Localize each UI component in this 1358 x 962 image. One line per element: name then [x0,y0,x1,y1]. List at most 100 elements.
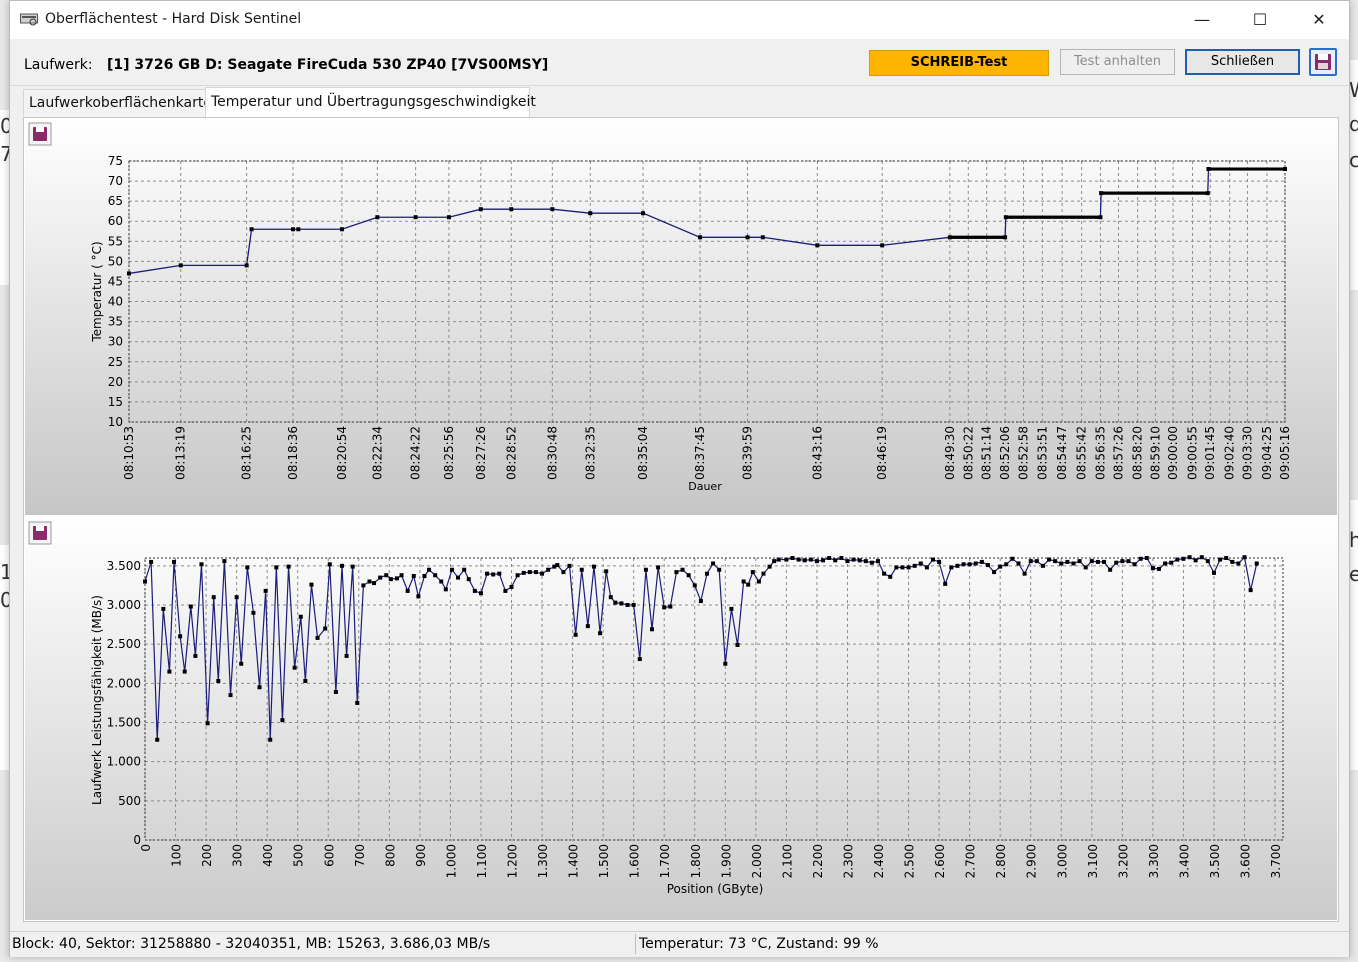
y-tick-label: 30 [108,335,123,349]
temperature-point [641,211,646,216]
speed-point [143,579,147,584]
minimize-button[interactable]: — [1194,10,1210,29]
speed-point [906,565,911,570]
speed-point [1120,559,1125,564]
speed-point [193,653,198,658]
speed-point [619,601,624,606]
speed-point [1254,561,1259,566]
temperature-point [880,243,885,248]
speed-point [567,563,572,568]
floppy-disk-icon [28,122,52,146]
speed-point [292,665,297,670]
y-tick-label: 25 [108,355,123,369]
speed-point [161,606,166,611]
x-tick-label: 08:35:04 [636,426,650,480]
speed-point [1047,557,1052,562]
speed-point [1218,557,1223,562]
save-temperature-chart-button[interactable] [28,122,52,146]
speed-point [761,571,766,576]
y-tick-label: 1.500 [107,716,141,730]
speed-point [1150,566,1155,571]
speed-point [384,573,389,578]
speed-point [882,571,887,576]
x-tick-label: 1.700 [658,844,672,878]
x-tick-label: 08:52:58 [1017,426,1031,480]
tab-temperature-speed[interactable]: Temperatur und Übertragungsgeschwindigke… [205,87,536,117]
speed-point [234,595,239,600]
x-tick-label: 1.300 [536,844,550,878]
x-tick-label: 08:53:51 [1035,426,1049,480]
speed-point [222,559,227,564]
surface-test-window: Oberflächentest - Hard Disk Sentinel — ☐… [9,0,1350,957]
x-tick-label: 100 [170,844,184,867]
speed-point [533,570,538,575]
x-tick-label: 2.700 [964,844,978,878]
speed-point [478,591,483,596]
speed-point [869,560,874,565]
hard-disk-icon [20,13,38,26]
x-tick-label: 3.200 [1116,844,1130,878]
speed-point [1181,556,1186,561]
speed-point [449,567,454,572]
speed-point [839,556,844,560]
speed-point [625,603,630,607]
speed-point [613,600,618,605]
speed-point [717,567,722,572]
temperature-point [815,243,820,248]
speed-point [649,627,654,632]
speed-point [598,631,603,636]
speed-point [1083,565,1088,570]
x-tick-label: 3.600 [1239,844,1253,878]
speed-point [378,575,383,580]
y-tick-label: 500 [118,794,141,808]
x-tick-label: 2.800 [994,844,1008,878]
speed-point [1071,561,1076,566]
speed-point [309,582,314,587]
x-tick-label: 2.300 [841,844,855,878]
y-tick-label: 75 [108,154,123,168]
y-tick-label: 20 [108,375,123,389]
x-tick-label: 08:52:06 [998,426,1012,480]
temperature-point [588,211,593,216]
close-button[interactable]: Schließen [1185,49,1300,75]
x-tick-label: 08:16:25 [240,426,254,480]
speed-point [422,574,427,579]
x-tick-label: 2.200 [811,844,825,878]
speed-point [394,576,399,581]
stop-test-button[interactable]: Test anhalten [1060,49,1175,75]
speed-point [1211,570,1216,575]
x-tick-label: 1.400 [567,844,581,878]
speed-point [604,569,609,574]
temperature-point [296,227,301,232]
speed-point [399,573,404,578]
temperature-point [446,215,451,220]
speed-point [735,642,740,647]
close-window-button[interactable]: ✕ [1312,10,1326,29]
speed-point [327,562,332,567]
maximize-button[interactable]: ☐ [1252,10,1268,29]
tab-surface-map[interactable]: Laufwerkoberflächenkarte [23,89,214,116]
x-tick-label: 2.500 [903,844,917,878]
speed-point [894,565,899,570]
speed-point [729,606,734,611]
speed-point [274,565,279,570]
x-tick-label: 1.800 [689,844,703,878]
x-tick-label: 1.000 [444,844,458,878]
speed-point [149,559,154,564]
x-tick-label: 08:59:10 [1148,426,1162,480]
background-text: W [1349,78,1358,102]
speed-point [949,565,954,570]
x-tick-label: 08:56:35 [1093,426,1107,480]
temperature-point [127,271,131,276]
speed-point [930,557,935,562]
x-tick-label: 08:20:54 [335,426,349,480]
speed-point [367,579,372,584]
temperature-point [249,227,254,232]
speed-point [863,559,868,564]
save-button[interactable] [1309,48,1337,76]
speed-point [462,567,467,572]
speed-point [540,571,545,576]
speed-point [416,594,421,599]
save-speed-chart-button[interactable] [28,521,52,545]
speed-point [767,564,772,569]
